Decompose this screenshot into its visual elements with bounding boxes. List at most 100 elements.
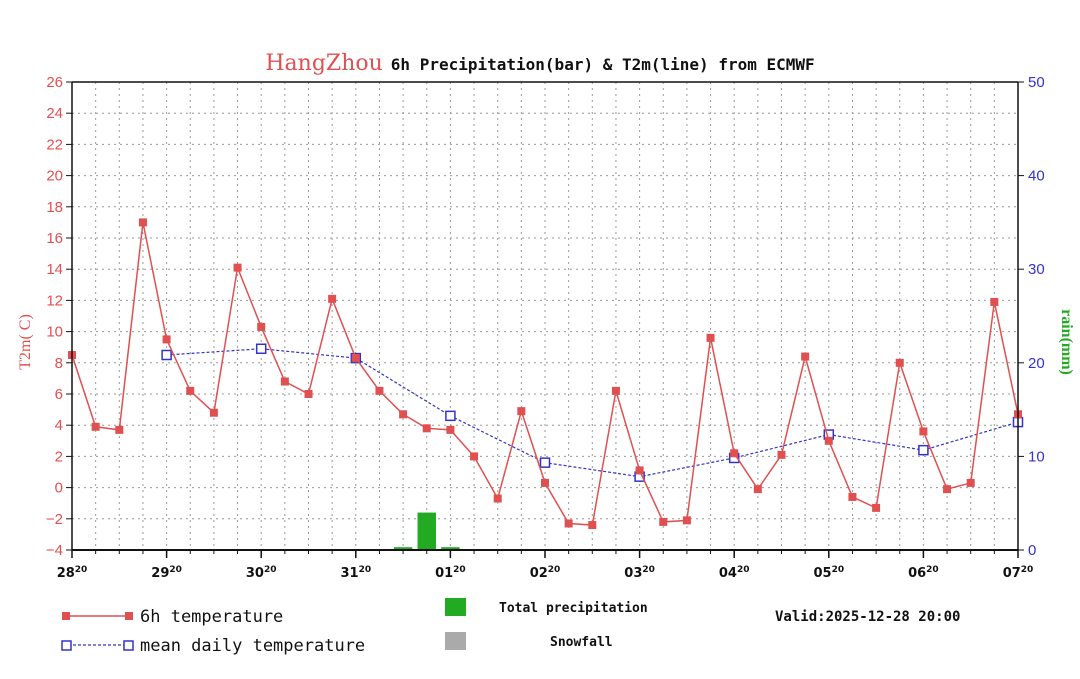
x-tick-label: 3020 [246,565,277,581]
legend-mean-label: mean daily temperature [140,636,365,656]
temp-point [848,492,857,501]
temp-point [517,407,526,416]
temp-point [493,494,502,503]
x-tick-label: 0120 [435,565,466,581]
legend-temp-marker [125,612,133,620]
mean-temp-point [255,343,267,355]
temp-point [801,352,810,361]
legend-snow-label: Snowfall [550,635,613,650]
temp-point [375,386,384,395]
temp-point [919,427,928,436]
x-tick-label: 0720 [1003,565,1034,581]
y-left-tick-label: 2 [55,448,63,465]
temp-point [233,263,242,272]
y-left-tick-label: −2 [46,511,63,528]
temp-point [682,516,691,525]
y-axis-left-label: T2m( C) [17,314,34,370]
y-right-tick-label: 0 [1028,542,1036,559]
temp-point [588,521,597,530]
temp-point [635,466,644,475]
precip-bar [393,547,413,550]
axes [66,81,1024,558]
temp-point [824,436,833,445]
y-right-tick-label: 50 [1028,74,1045,91]
temp-point [872,503,881,512]
temp-point [280,377,289,386]
temp-point [990,297,999,306]
valid-time: Valid:2025-12-28 20:00 [775,609,960,625]
x-tick-label: 0420 [719,565,750,581]
title-city: HangZhou [265,51,382,76]
legend-precip: Total precipitation [445,598,648,616]
temp-point [328,294,337,303]
mean-temp-line [166,348,1019,478]
chart-title: HangZhou 6h Precipitation(bar) & T2m(line… [265,51,814,76]
precip-bars [393,512,460,550]
legend-temp-marker [62,612,70,620]
y-left-tick-label: 20 [46,168,63,185]
tick-labels: −4−2024681012141618202224260102030405028… [46,74,1045,581]
temp-point [564,519,573,528]
x-tick-label: 0620 [908,565,939,581]
temp-point [895,358,904,367]
title-rest: 6h Precipitation(bar) & T2m(line) from E… [391,55,815,74]
legend-snow-swatch [445,632,466,650]
temp-point [706,333,715,342]
temp-point [162,335,171,344]
legend-mean-marker [123,640,134,651]
temp-point [470,452,479,461]
temp-point [966,478,975,487]
temp-point [186,386,195,395]
legend-precip-swatch [445,598,466,616]
y-right-tick-label: 40 [1028,168,1045,185]
temp-point [753,485,762,494]
x-tick-label: 0520 [813,565,844,581]
temp-point [91,422,100,431]
y-left-tick-label: −4 [46,542,63,559]
y-left-tick-label: 0 [55,480,63,497]
y-left-tick-label: 10 [46,324,63,341]
x-tick-label: 2820 [57,565,88,581]
legend-temp-label: 6h temperature [140,607,283,627]
temp-point [730,449,739,458]
legend-mean: mean daily temperature [61,636,365,656]
x-tick-label: 0220 [530,565,561,581]
y-axis-right-label: rain(mm) [1058,309,1075,375]
y-right-tick-label: 10 [1028,448,1045,465]
y-left-tick-label: 26 [46,74,63,91]
temp-point [399,410,408,419]
x-tick-label: 3120 [340,565,371,581]
legend: 6h temperature mean daily temperature To… [61,598,960,656]
temp-point [777,450,786,459]
precip-bar [417,512,436,550]
x-tick-label: 0320 [624,565,655,581]
mean-temp-series [161,343,1024,482]
legend-precip-label: Total precipitation [499,601,648,616]
legend-mean-marker [61,640,72,651]
temp-point [659,517,668,526]
y-left-tick-label: 22 [46,136,63,153]
temp-point [304,390,313,398]
y-left-tick-label: 6 [55,386,63,403]
temp-series [68,218,1022,530]
legend-snow: Snowfall [445,632,613,650]
legend-temp: 6h temperature [62,607,283,627]
mean-temp-point [918,444,929,456]
y-left-tick-label: 8 [55,355,63,372]
temp-point [422,424,431,433]
y-left-tick-label: 16 [46,230,63,247]
mean-temp-point [539,457,551,468]
y-left-tick-label: 4 [55,417,63,434]
x-tick-label: 2920 [151,565,182,581]
temp-point [446,425,455,434]
temp-point [351,354,360,363]
mean-temp-point [445,410,456,422]
y-right-tick-label: 20 [1028,355,1045,372]
temp-point [209,408,218,417]
y-left-tick-label: 18 [46,199,63,216]
temp-point [115,425,124,434]
y-left-tick-label: 24 [46,105,63,122]
y-right-tick-label: 30 [1028,261,1045,278]
temp-point [257,322,266,331]
